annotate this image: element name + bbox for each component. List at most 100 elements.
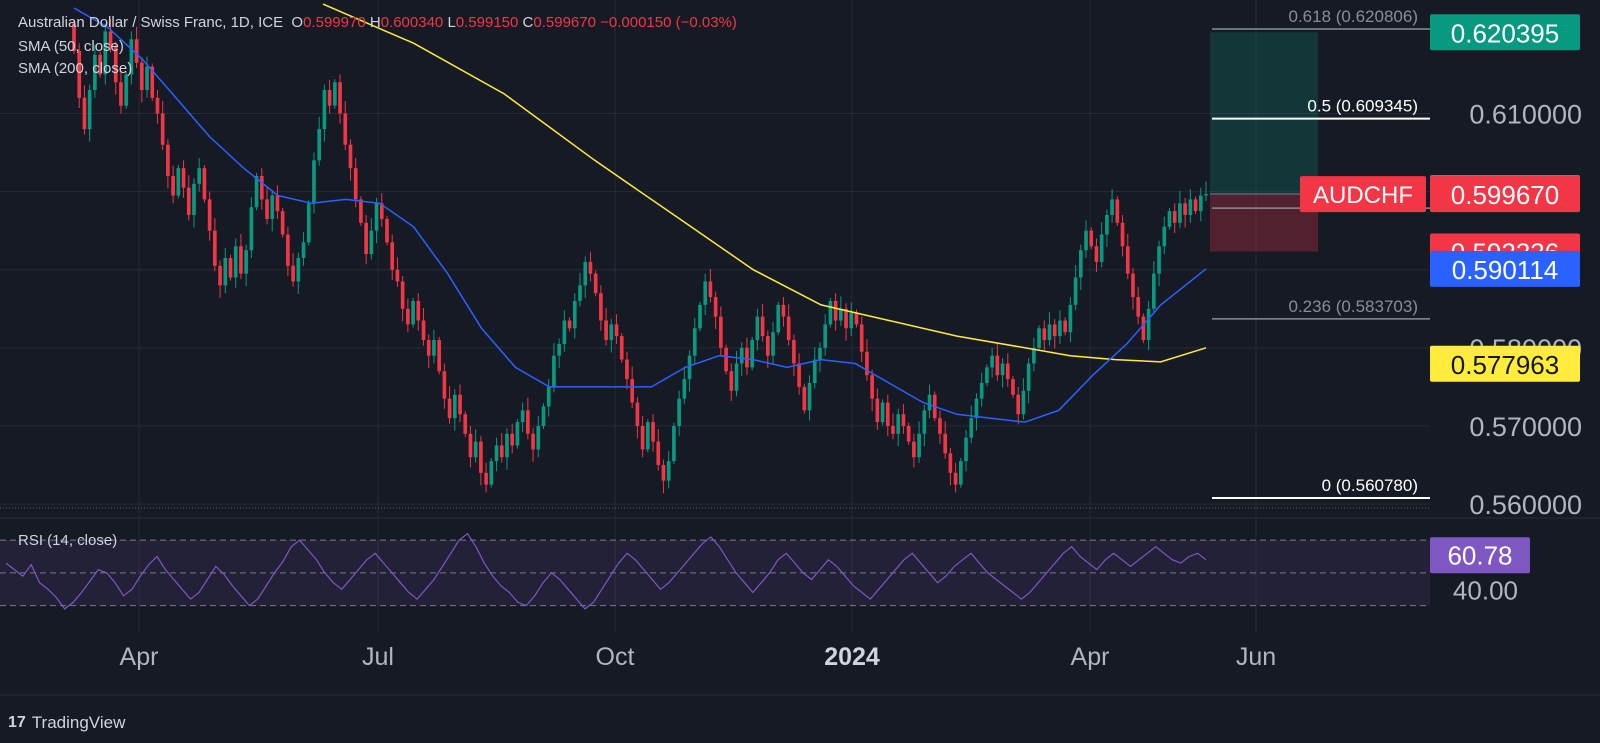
candle-body [93, 54, 97, 91]
candle-body [885, 402, 890, 426]
candle-body [682, 379, 687, 399]
candle-body [964, 437, 968, 462]
candle-body [1152, 273, 1156, 309]
candle-body [192, 183, 196, 216]
candle-body [760, 316, 765, 337]
candle-body [244, 250, 248, 274]
candle-body [447, 398, 452, 419]
candle-body [270, 195, 275, 219]
candle-body [969, 418, 974, 438]
candle-body [698, 304, 702, 329]
candle-body [1000, 363, 1005, 376]
candle-body [666, 461, 671, 481]
symbol-title: Australian Dollar / Swiss Franc, 1D, ICE [18, 14, 284, 31]
candle-body [395, 269, 400, 282]
x-tick-label: Apr [1071, 643, 1110, 671]
candle-body [557, 343, 561, 356]
candle-body [1016, 394, 1021, 415]
candle-body [786, 316, 791, 341]
candle-body [745, 347, 749, 368]
candle-body [719, 316, 723, 348]
candle-body [385, 218, 389, 243]
y-tick-label: 0.610000 [1469, 99, 1582, 129]
open-value: 0.599970 [303, 14, 366, 31]
candle-body [119, 82, 123, 106]
candle-body [129, 39, 134, 75]
candle-body [1125, 246, 1130, 274]
candle-body [1172, 211, 1177, 223]
brand-name: TradingView [31, 713, 126, 732]
candle-body [792, 340, 796, 364]
candle-body [1188, 199, 1193, 216]
footer-branding[interactable]: 17 TradingView [8, 713, 125, 733]
candle-body [1162, 226, 1167, 247]
candle-body [625, 359, 629, 380]
candle-body [797, 363, 801, 387]
candle-body [839, 308, 843, 321]
candle-body [609, 324, 614, 341]
candle-body [353, 168, 358, 200]
candle-body [1084, 230, 1088, 251]
open-label: O [291, 14, 304, 31]
candle-body [703, 281, 708, 305]
sma50-legend[interactable]: SMA (50, close) [18, 38, 124, 55]
candle-body [239, 246, 243, 274]
candle-body [473, 441, 478, 458]
candle-body [306, 203, 311, 243]
candle-body [990, 355, 994, 368]
sma200-legend[interactable]: SMA (200, close) [18, 60, 133, 77]
candle-body [974, 398, 979, 419]
low-label: L [447, 14, 456, 31]
candle-body [912, 441, 916, 458]
candle-body [155, 97, 160, 114]
candle-body [724, 347, 728, 372]
candle-body [922, 410, 927, 434]
candle-body [494, 445, 499, 462]
sma200-line [322, 3, 1207, 363]
candle-body [807, 383, 812, 411]
fib-label-1: 0.5 (0.609345) [1307, 97, 1418, 116]
candle-body [139, 62, 144, 91]
candle-body [1068, 304, 1073, 333]
candle-body [1042, 328, 1047, 341]
candle-body [1026, 363, 1031, 391]
candle-body [426, 340, 431, 356]
symbol-tag-label: AUDCHF [1313, 182, 1413, 209]
candle-body [280, 211, 285, 235]
rsi-legend[interactable]: RSI (14, close) [18, 532, 118, 549]
candle-body [729, 371, 734, 391]
candle-body [369, 230, 374, 255]
candle-body [254, 175, 259, 208]
candle-body [1089, 230, 1094, 247]
candle-body [1141, 316, 1146, 341]
candle-body [562, 320, 567, 344]
candle-body [750, 340, 754, 368]
candle-body [296, 258, 301, 282]
candle-body [593, 273, 598, 294]
candle-body [906, 425, 911, 442]
candle-body [406, 308, 410, 325]
candle-body [1011, 379, 1015, 395]
candle-body [160, 113, 165, 145]
candle-body [619, 336, 624, 360]
candle-body [979, 383, 984, 399]
candle-body [943, 433, 947, 454]
candle-body [301, 242, 306, 258]
price-tag-bg [1430, 14, 1580, 51]
price-tag-bg [1430, 345, 1580, 382]
price-tag-label: 0.599670 [1451, 180, 1559, 210]
candle-body [1193, 199, 1198, 212]
candle-body [171, 175, 175, 196]
candle-body [463, 414, 468, 434]
candle-body [400, 281, 405, 309]
candle-body [1099, 234, 1104, 262]
candle-body [338, 82, 342, 114]
candle-body [452, 394, 457, 419]
x-tick-label: Apr [120, 643, 159, 671]
candle-body [1110, 199, 1114, 216]
candle-body [228, 258, 233, 278]
fib-label-0: 0.618 (0.620806) [1289, 7, 1419, 26]
high-value: 0.600340 [380, 14, 444, 31]
price-tag-label: 0.590114 [1452, 255, 1559, 285]
